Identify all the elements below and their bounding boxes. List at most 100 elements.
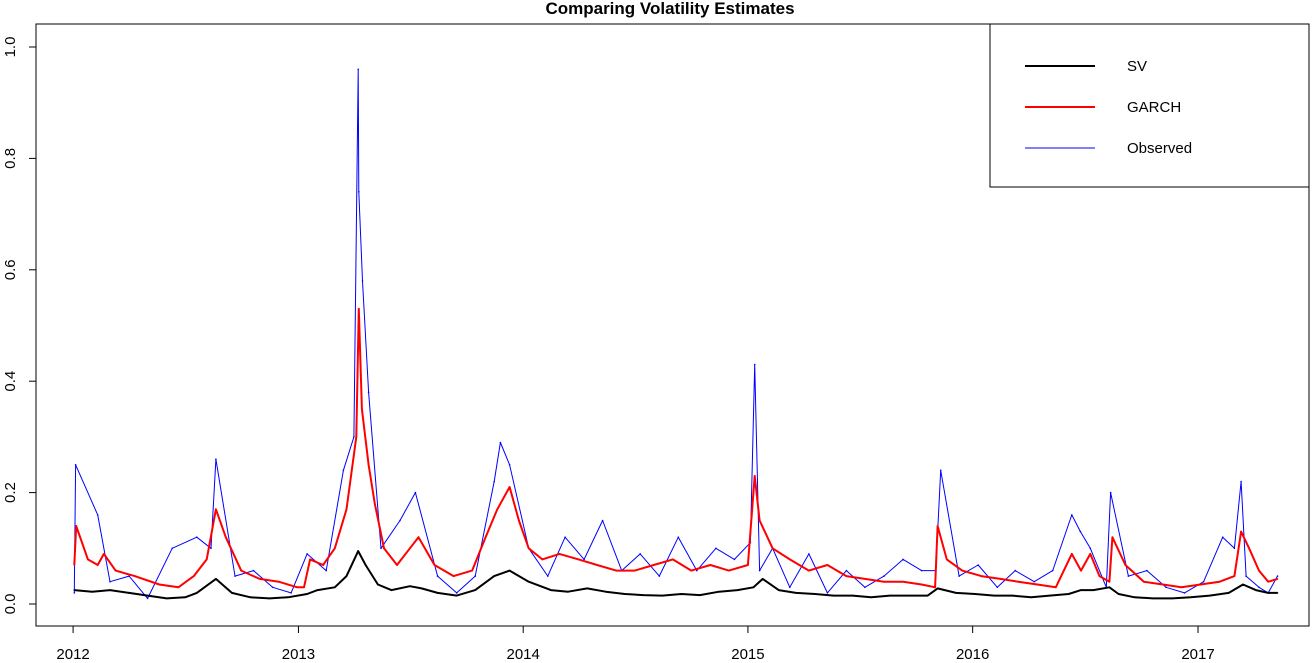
- data-point-garch: [934, 586, 936, 589]
- data-point-garch: [1248, 547, 1250, 550]
- data-point-garch: [471, 569, 473, 572]
- data-point-observed: [696, 569, 698, 572]
- data-point-garch: [177, 586, 180, 589]
- data-point-garch: [409, 547, 411, 550]
- data-point-sv: [357, 550, 360, 552]
- data-point-sv: [334, 586, 336, 589]
- data-point-sv: [761, 578, 764, 580]
- data-point-observed: [883, 575, 885, 577]
- data-point-garch: [558, 553, 561, 555]
- data-point-observed: [1240, 480, 1242, 483]
- data-point-observed: [128, 575, 130, 577]
- data-point-garch: [296, 586, 299, 589]
- data-point-observed: [215, 458, 217, 461]
- data-point-sv: [993, 594, 995, 597]
- data-point-observed: [414, 491, 417, 494]
- data-point-observed: [73, 592, 76, 594]
- data-point-sv: [908, 594, 910, 597]
- data-point-sv: [1011, 594, 1013, 597]
- data-point-observed: [939, 469, 942, 472]
- data-point-garch: [158, 583, 161, 586]
- data-point-sv: [1171, 597, 1173, 600]
- data-point-sv: [1048, 594, 1051, 597]
- data-point-garch: [75, 525, 77, 527]
- data-point-sv: [527, 580, 530, 583]
- data-point-garch: [361, 408, 363, 410]
- data-point-observed: [1051, 569, 1054, 572]
- data-point-sv: [287, 596, 289, 599]
- data-point-garch: [936, 525, 939, 527]
- data-point-observed: [1109, 491, 1112, 494]
- data-point-garch: [615, 569, 617, 572]
- data-point-garch: [193, 575, 195, 577]
- data-point-observed: [380, 547, 382, 550]
- data-point-sv: [777, 589, 780, 591]
- data-point-sv: [624, 593, 626, 595]
- data-point-observed: [367, 391, 370, 394]
- x-tick-label: 2014: [506, 646, 539, 663]
- data-point-sv: [1228, 592, 1230, 594]
- x-tick-label: 2017: [1181, 646, 1214, 663]
- x-axis: 2012 2013 2014 2015 2016 2017: [56, 626, 1215, 663]
- data-point-sv: [409, 585, 411, 587]
- chart-title: Comparing Volatility Estimates: [545, 0, 794, 18]
- data-point-observed: [1146, 569, 1148, 572]
- data-point-observed: [564, 536, 566, 538]
- data-point-observed: [1089, 547, 1092, 550]
- data-point-sv: [420, 587, 423, 590]
- data-point-garch: [633, 569, 636, 572]
- data-point-garch: [789, 558, 791, 561]
- data-point-sv: [436, 592, 439, 594]
- y-tick-label: 0.4: [2, 371, 19, 392]
- data-point-garch: [672, 558, 674, 561]
- data-point-observed: [1233, 547, 1236, 550]
- data-point-observed: [196, 536, 198, 538]
- data-point-garch: [728, 569, 730, 572]
- data-point-observed: [146, 597, 149, 600]
- data-point-sv: [795, 592, 797, 594]
- data-point-sv: [1242, 583, 1244, 586]
- data-point-observed: [325, 569, 328, 572]
- data-point-sv: [165, 597, 168, 600]
- data-point-sv: [851, 594, 854, 597]
- data-point-observed: [601, 519, 604, 522]
- data-point-sv: [1067, 593, 1070, 595]
- data-point-observed: [977, 564, 979, 566]
- data-point-sv: [215, 578, 217, 580]
- data-point-sv: [680, 593, 683, 595]
- data-point-garch: [753, 475, 756, 477]
- data-point-garch: [758, 519, 761, 522]
- data-point-garch: [709, 564, 712, 566]
- data-point-garch: [225, 536, 227, 538]
- data-point-garch: [1143, 580, 1145, 583]
- data-point-garch: [484, 536, 487, 538]
- data-point-garch: [417, 536, 420, 538]
- data-point-observed: [342, 469, 345, 472]
- data-point-garch: [1111, 536, 1114, 538]
- data-point-observed: [1202, 580, 1205, 583]
- data-point-sv: [306, 593, 308, 595]
- data-point-garch: [358, 308, 360, 310]
- data-point-sv: [128, 592, 130, 594]
- data-point-sv: [1152, 597, 1154, 600]
- data-point-garch: [1199, 583, 1202, 586]
- data-point-garch: [433, 564, 436, 566]
- data-point-observed: [920, 569, 923, 572]
- data-point-garch: [1098, 575, 1101, 577]
- data-point-observed: [1127, 575, 1130, 577]
- data-point-sv: [752, 586, 755, 589]
- data-point-sv: [936, 587, 939, 590]
- data-point-observed: [1033, 580, 1035, 583]
- plot-frame: [35, 23, 1310, 627]
- data-point-observed: [1258, 586, 1260, 589]
- data-point-observed: [1221, 536, 1224, 538]
- data-point-observed: [399, 519, 401, 522]
- data-point-garch: [215, 508, 217, 511]
- data-point-garch: [826, 564, 829, 566]
- data-point-observed: [96, 514, 99, 516]
- data-point-sv: [1267, 592, 1269, 594]
- data-point-observed: [1079, 530, 1082, 533]
- y-tick-label: 1.0: [2, 37, 19, 58]
- data-point-observed: [958, 575, 960, 577]
